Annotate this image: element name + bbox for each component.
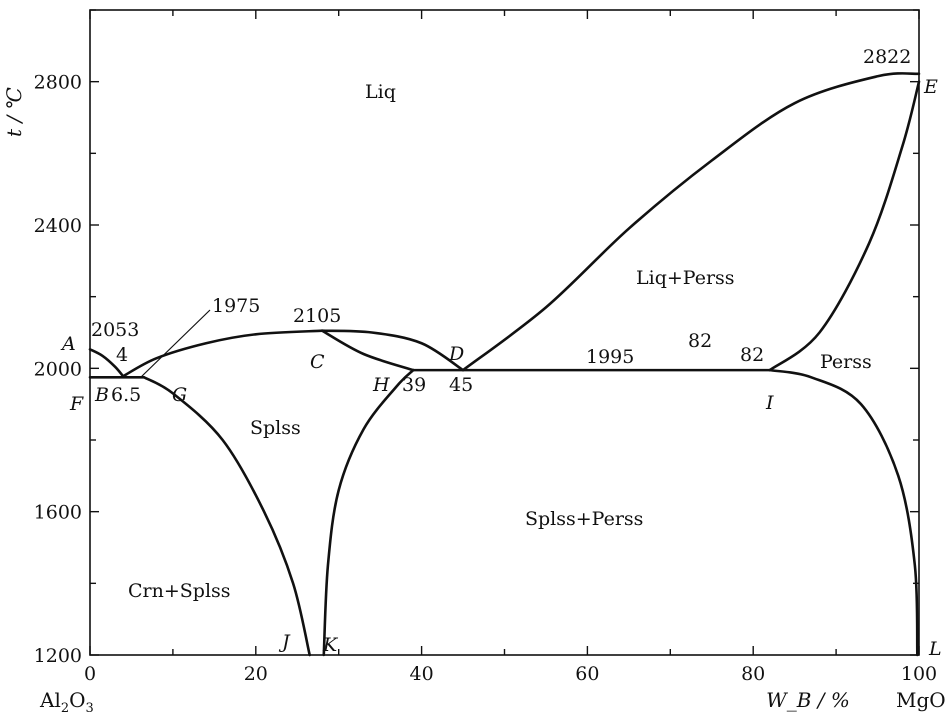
point-label-a: A (60, 333, 76, 355)
region-splss-perss: Splss+Perss (525, 508, 643, 530)
point-label-k: K (322, 634, 339, 656)
y-axis-title: t / ℃ (2, 87, 26, 137)
plot-frame (89, 9, 920, 656)
curve-solvus-HK (322, 368, 415, 657)
phase-boundaries (88, 72, 921, 657)
point-label-j: J (278, 631, 291, 653)
x-tick-label: 20 (244, 663, 268, 685)
curve-solvus-GJ (142, 375, 311, 657)
value-label-39: 39 (402, 374, 426, 396)
y-tick-label: 2000 (34, 358, 82, 380)
curve-solvus-IL (768, 368, 919, 657)
y-tick-label: 2400 (34, 215, 82, 237)
point-label-e: E (923, 76, 938, 98)
value-label-82-lower: 82 (740, 344, 764, 366)
value-label-2105: 2105 (293, 305, 341, 327)
x-tick-label: 80 (741, 663, 765, 685)
x-tick-label: 100 (901, 663, 937, 685)
x-axis-title: W_B / % (766, 688, 850, 712)
value-label-6-5: 6.5 (111, 384, 141, 406)
y-tick-label: 2800 (34, 72, 82, 94)
region-crn-splss: Crn+Splss (128, 580, 231, 602)
x-tick-label: 40 (410, 663, 434, 685)
curve-solidus-CH (320, 329, 415, 372)
value-label-82-upper: 82 (688, 330, 712, 352)
point-label-b: B (94, 384, 109, 406)
value-label-2822: 2822 (863, 46, 911, 68)
leader-line-1975 (139, 309, 211, 379)
point-label-c: C (310, 351, 325, 373)
axis-ticks (89, 9, 920, 656)
region-liq-perss: Liq+Perss (636, 267, 735, 289)
value-label-1975: 1975 (212, 295, 260, 317)
x-tick-label: 60 (575, 663, 599, 685)
y-tick-labels: 1200 1600 2000 2400 2800 (34, 72, 82, 667)
point-label-l: L (928, 638, 942, 660)
curve-liquidus-BC (121, 329, 324, 378)
point-label-d: D (448, 343, 464, 365)
y-tick-label: 1600 (34, 502, 82, 524)
region-splss: Splss (250, 417, 301, 439)
value-label-4: 4 (116, 344, 128, 366)
x-left-component: Al2O3 (39, 688, 94, 716)
curve-solidus-IE (768, 80, 921, 372)
x-right-component: MgO (896, 688, 946, 712)
curve-liquidus-AB (88, 348, 125, 378)
x-tick-label: 0 (84, 663, 96, 685)
curve-liquidus-DE (461, 72, 921, 372)
x-tick-labels: 0 20 40 60 80 100 (84, 663, 937, 685)
value-label-45: 45 (449, 374, 473, 396)
point-label-f: F (69, 393, 84, 415)
point-label-g: G (172, 384, 187, 406)
y-tick-label: 1200 (34, 645, 82, 667)
value-label-2053: 2053 (91, 319, 139, 341)
region-perss: Perss (820, 351, 872, 373)
region-liq: Liq (365, 81, 396, 103)
value-label-1995: 1995 (586, 346, 634, 368)
curve-liquidus-CD (320, 329, 465, 372)
point-label-i: I (765, 392, 774, 414)
point-label-h: H (372, 374, 390, 396)
